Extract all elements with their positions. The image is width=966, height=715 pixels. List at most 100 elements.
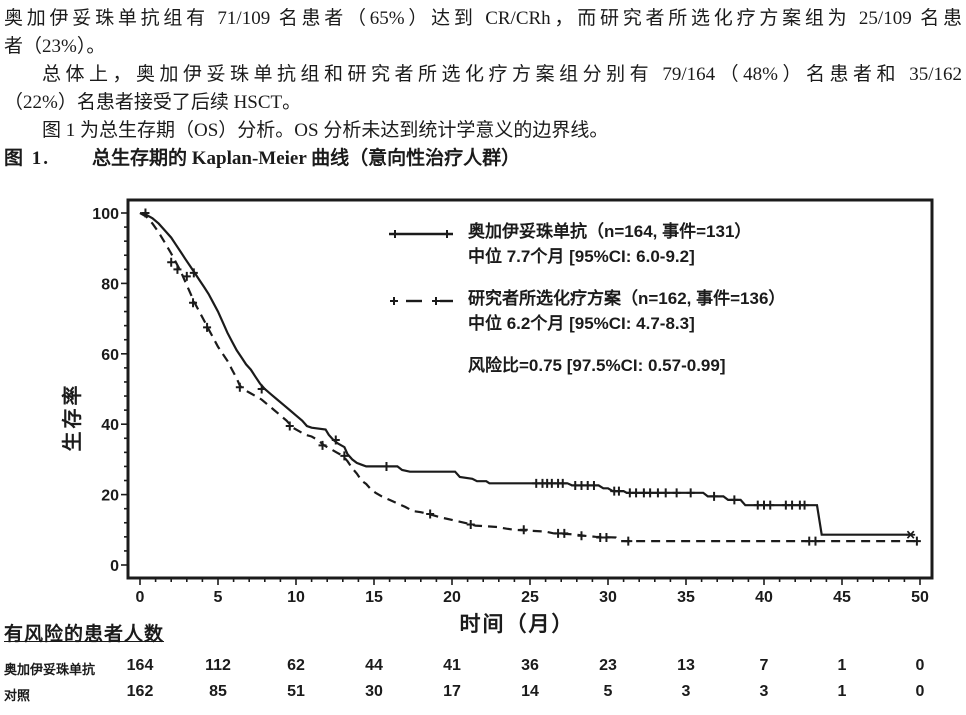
km-curve-solid [139, 211, 911, 536]
censor-plus-marker [811, 536, 820, 546]
legend-text-ino: 奥加伊妥珠单抗（n=164, 事件=131） 中位 7.7个月 [95%CI: … [468, 219, 751, 269]
risk-count: 1 [837, 683, 847, 700]
paragraph-2-line-1: 总体上，奥加伊妥珠单抗组和研究者所选化疗方案组分别有 79/164（48%）名患… [42, 64, 962, 85]
paragraph-1-line-1: 奥加伊妥珠单抗组有 71/109 名患者（65%）达到 CR/CRh，而研究者所… [4, 8, 962, 29]
censor-plus-marker [632, 488, 641, 498]
risk-count: 17 [443, 683, 461, 700]
legend-entry-chemo: 研究者所选化疗方案（n=162, 事件=136） 中位 6.2个月 [95%CI… [388, 286, 785, 336]
censor-plus-marker [788, 500, 797, 510]
risk-count: 0 [915, 683, 925, 700]
risk-count: 23 [599, 657, 617, 674]
risk-count: 3 [759, 683, 769, 700]
risk-row-label: 对照 [4, 688, 31, 703]
figure-number: 图 1. [4, 148, 51, 169]
risk-row-label: 奥加伊妥珠单抗 [4, 662, 96, 677]
y-tick-label: 60 [101, 347, 119, 364]
censor-plus-marker [203, 322, 212, 332]
risk-count: 62 [287, 657, 305, 674]
censor-plus-marker [661, 488, 670, 498]
censor-plus-marker [189, 298, 198, 308]
risk-count: 14 [521, 683, 539, 700]
censor-plus-marker [646, 488, 655, 498]
legend-label-ino: 奥加伊妥珠单抗（n=164, 事件=131） [468, 222, 752, 241]
km-curve-dashed [139, 212, 917, 543]
dashed-line-sample-icon [388, 286, 454, 316]
y-tick-label: 80 [101, 276, 119, 293]
censor-plus-marker [340, 451, 349, 461]
y-tick-label: 100 [92, 206, 119, 223]
risk-count: 44 [365, 657, 383, 674]
body-text: 奥加伊妥珠单抗组有 71/109 名患者（65%）达到 CR/CRh，而研究者所… [4, 5, 962, 173]
censor-plus-marker [167, 257, 176, 267]
risk-count: 112 [205, 657, 231, 674]
censor-plus-marker [800, 500, 809, 510]
x-tick-label: 0 [136, 589, 145, 606]
y-axis-title: 生存率 [61, 382, 84, 452]
censor-plus-marker [577, 531, 586, 541]
risk-count: 164 [126, 657, 154, 674]
censor-plus-marker [318, 440, 327, 450]
censor-plus-marker [426, 509, 435, 519]
risk-count: 30 [365, 683, 383, 700]
censor-plus-marker [686, 488, 695, 498]
censor-plus-marker [519, 525, 528, 535]
paragraph-2-line-2: （22%）名患者接受了后续 HSCT。 [4, 92, 302, 113]
risk-count: 7 [759, 657, 769, 674]
x-tick-label: 45 [833, 589, 851, 606]
censor-plus-marker [653, 488, 662, 498]
censor-plus-marker [173, 264, 182, 274]
censor-plus-marker [189, 268, 198, 278]
x-tick-label: 40 [755, 589, 773, 606]
chart-legend: 奥加伊妥珠单抗（n=164, 事件=131） 中位 7.7个月 [95%CI: … [388, 219, 785, 378]
censor-plus-marker [235, 382, 244, 392]
risk-count: 85 [209, 683, 227, 700]
risk-count: 51 [287, 683, 305, 700]
censor-plus-marker [766, 500, 775, 510]
legend-median-chemo: 中位 6.2个月 [95%CI: 4.7-8.3] [468, 314, 695, 333]
y-tick-label: 20 [101, 488, 119, 505]
risk-count: 0 [915, 657, 925, 674]
x-tick-label: 50 [911, 589, 929, 606]
x-tick-label: 10 [287, 589, 305, 606]
censor-plus-marker [257, 384, 266, 394]
legend-entry-ino: 奥加伊妥珠单抗（n=164, 事件=131） 中位 7.7个月 [95%CI: … [388, 219, 785, 269]
legend-text-chemo: 研究者所选化疗方案（n=162, 事件=136） 中位 6.2个月 [95%CI… [468, 286, 785, 336]
censor-plus-marker [710, 491, 719, 501]
x-tick-label: 35 [677, 589, 695, 606]
paragraph-3-line-1: 图 1 为总生存期（OS）分析。OS 分析未达到统计学意义的边界线。 [42, 120, 609, 141]
censor-plus-marker [382, 461, 391, 471]
end-asterisk-marker [906, 530, 916, 539]
risk-row-ino: 奥加伊妥珠单抗 164 112 62 44 41 36 23 13 7 1 0 [4, 655, 962, 681]
legend-label-chemo: 研究者所选化疗方案（n=162, 事件=136） [468, 289, 786, 308]
risk-count: 41 [443, 657, 461, 674]
censor-plus-marker [624, 536, 633, 546]
hazard-ratio-text: 风险比=0.75 [97.5%CI: 0.57-0.99] [468, 356, 726, 375]
censor-plus-marker [331, 435, 340, 445]
risk-count: 162 [126, 683, 154, 700]
x-axis-title: 时间（月） [459, 612, 575, 636]
kaplan-meier-chart: 0 20 40 60 80 100 0 5 10 15 20 25 30 35 40 45 50 [92, 198, 934, 606]
censor-plus-marker [589, 480, 598, 490]
censor-plus-marker [614, 486, 623, 496]
legend-median-ino: 中位 7.7个月 [95%CI: 6.0-9.2] [468, 247, 695, 266]
y-tick-label: 0 [110, 558, 119, 575]
risk-row-control: 对照 162 85 51 30 17 14 5 3 3 1 0 [4, 681, 962, 707]
x-tick-label: 25 [521, 589, 539, 606]
figure-caption: 图 1. 总生存期的 Kaplan-Meier 曲线（意向性治疗人群） [4, 145, 962, 173]
figure-title: 总生存期的 Kaplan-Meier 曲线（意向性治疗人群） [92, 148, 521, 169]
censor-plus-marker [558, 478, 567, 488]
risk-count: 5 [603, 683, 613, 700]
y-tick-label: 40 [101, 417, 119, 434]
censor-plus-marker [730, 495, 739, 505]
x-tick-label: 15 [365, 589, 383, 606]
censor-plus-marker [602, 533, 611, 543]
x-tick-label: 30 [599, 589, 617, 606]
censor-plus-marker [560, 528, 569, 538]
risk-count: 1 [837, 657, 847, 674]
censor-plus-marker [285, 421, 294, 431]
solid-line-sample-icon [388, 219, 454, 249]
number-at-risk-section: 有风险的患者人数 奥加伊妥珠单抗 164 112 62 44 41 36 23 13 7 1 0 对… [4, 624, 962, 707]
risk-count: 13 [677, 657, 695, 674]
risk-count: 3 [681, 683, 691, 700]
